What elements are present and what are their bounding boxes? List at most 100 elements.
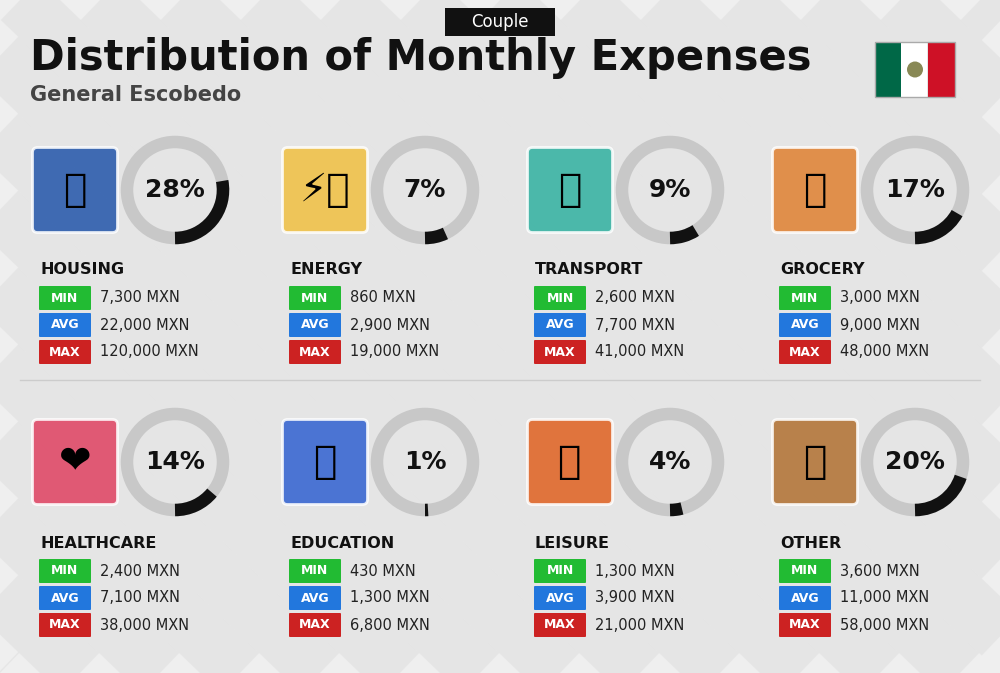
Text: MAX: MAX [299, 345, 331, 359]
Text: EDUCATION: EDUCATION [290, 536, 394, 551]
Text: 1,300 MXN: 1,300 MXN [350, 590, 430, 606]
Text: ENERGY: ENERGY [290, 262, 362, 277]
Text: 6,800 MXN: 6,800 MXN [350, 618, 430, 633]
FancyBboxPatch shape [875, 42, 901, 97]
Text: ⚡🏠: ⚡🏠 [300, 171, 350, 209]
Text: 🛒: 🛒 [803, 171, 827, 209]
Text: 19,000 MXN: 19,000 MXN [350, 345, 439, 359]
Text: 2,400 MXN: 2,400 MXN [100, 563, 180, 579]
FancyBboxPatch shape [534, 613, 586, 637]
Text: MIN: MIN [301, 291, 329, 304]
Text: 430 MXN: 430 MXN [350, 563, 416, 579]
Text: 1,300 MXN: 1,300 MXN [595, 563, 675, 579]
Text: AVG: AVG [51, 592, 79, 604]
Text: 🛍️: 🛍️ [558, 443, 582, 481]
Text: 7,700 MXN: 7,700 MXN [595, 318, 675, 332]
Text: 17%: 17% [885, 178, 945, 202]
FancyBboxPatch shape [528, 147, 612, 232]
FancyBboxPatch shape [39, 340, 91, 364]
Text: 3,000 MXN: 3,000 MXN [840, 291, 920, 306]
Circle shape [907, 61, 923, 77]
Text: LEISURE: LEISURE [535, 536, 610, 551]
Text: 7,100 MXN: 7,100 MXN [100, 590, 180, 606]
FancyBboxPatch shape [32, 147, 118, 232]
FancyBboxPatch shape [39, 313, 91, 337]
Text: MAX: MAX [49, 618, 81, 631]
FancyBboxPatch shape [779, 313, 831, 337]
FancyBboxPatch shape [928, 42, 955, 97]
Text: MIN: MIN [51, 565, 79, 577]
Text: Couple: Couple [471, 13, 529, 31]
Text: 2,600 MXN: 2,600 MXN [595, 291, 675, 306]
Text: OTHER: OTHER [780, 536, 841, 551]
Text: 🚌: 🚌 [558, 171, 582, 209]
Text: 11,000 MXN: 11,000 MXN [840, 590, 929, 606]
FancyBboxPatch shape [39, 286, 91, 310]
FancyBboxPatch shape [534, 559, 586, 583]
Text: General Escobedo: General Escobedo [30, 85, 241, 105]
FancyBboxPatch shape [772, 419, 858, 505]
FancyBboxPatch shape [779, 340, 831, 364]
Text: 9,000 MXN: 9,000 MXN [840, 318, 920, 332]
Text: AVG: AVG [546, 318, 574, 332]
Text: 3,600 MXN: 3,600 MXN [840, 563, 920, 579]
FancyBboxPatch shape [289, 286, 341, 310]
Text: 1%: 1% [404, 450, 446, 474]
Text: 120,000 MXN: 120,000 MXN [100, 345, 199, 359]
Text: AVG: AVG [791, 592, 819, 604]
Text: 22,000 MXN: 22,000 MXN [100, 318, 190, 332]
Text: MAX: MAX [544, 618, 576, 631]
Text: TRANSPORT: TRANSPORT [535, 262, 643, 277]
Text: 860 MXN: 860 MXN [350, 291, 416, 306]
Text: AVG: AVG [51, 318, 79, 332]
Text: HOUSING: HOUSING [40, 262, 124, 277]
Text: 21,000 MXN: 21,000 MXN [595, 618, 684, 633]
FancyBboxPatch shape [534, 586, 586, 610]
Text: AVG: AVG [791, 318, 819, 332]
Text: MAX: MAX [789, 618, 821, 631]
FancyBboxPatch shape [779, 559, 831, 583]
Text: Distribution of Monthly Expenses: Distribution of Monthly Expenses [30, 37, 812, 79]
FancyBboxPatch shape [779, 586, 831, 610]
FancyBboxPatch shape [283, 147, 368, 232]
Text: 2,900 MXN: 2,900 MXN [350, 318, 430, 332]
FancyBboxPatch shape [39, 613, 91, 637]
Text: MIN: MIN [546, 291, 574, 304]
Text: 3,900 MXN: 3,900 MXN [595, 590, 675, 606]
FancyBboxPatch shape [901, 42, 927, 97]
FancyBboxPatch shape [779, 286, 831, 310]
Text: 9%: 9% [649, 178, 691, 202]
Text: 🎓: 🎓 [313, 443, 337, 481]
FancyBboxPatch shape [39, 559, 91, 583]
FancyBboxPatch shape [289, 613, 341, 637]
Text: MIN: MIN [791, 565, 819, 577]
FancyBboxPatch shape [779, 613, 831, 637]
Text: 28%: 28% [145, 178, 205, 202]
Text: MIN: MIN [791, 291, 819, 304]
FancyBboxPatch shape [445, 8, 555, 36]
Text: 48,000 MXN: 48,000 MXN [840, 345, 929, 359]
FancyBboxPatch shape [772, 147, 858, 232]
FancyBboxPatch shape [534, 340, 586, 364]
Text: 38,000 MXN: 38,000 MXN [100, 618, 189, 633]
Text: MAX: MAX [299, 618, 331, 631]
Text: MIN: MIN [546, 565, 574, 577]
Text: MIN: MIN [301, 565, 329, 577]
FancyBboxPatch shape [534, 313, 586, 337]
Text: GROCERY: GROCERY [780, 262, 864, 277]
Text: ❤️: ❤️ [59, 443, 91, 481]
Text: 7%: 7% [404, 178, 446, 202]
Text: 58,000 MXN: 58,000 MXN [840, 618, 929, 633]
FancyBboxPatch shape [534, 286, 586, 310]
Text: 🏢: 🏢 [63, 171, 87, 209]
FancyBboxPatch shape [32, 419, 118, 505]
Text: AVG: AVG [546, 592, 574, 604]
Text: 14%: 14% [145, 450, 205, 474]
FancyBboxPatch shape [528, 419, 612, 505]
Text: AVG: AVG [301, 318, 329, 332]
FancyBboxPatch shape [289, 340, 341, 364]
Text: 41,000 MXN: 41,000 MXN [595, 345, 684, 359]
FancyBboxPatch shape [39, 586, 91, 610]
Text: MAX: MAX [789, 345, 821, 359]
Text: 💰: 💰 [803, 443, 827, 481]
